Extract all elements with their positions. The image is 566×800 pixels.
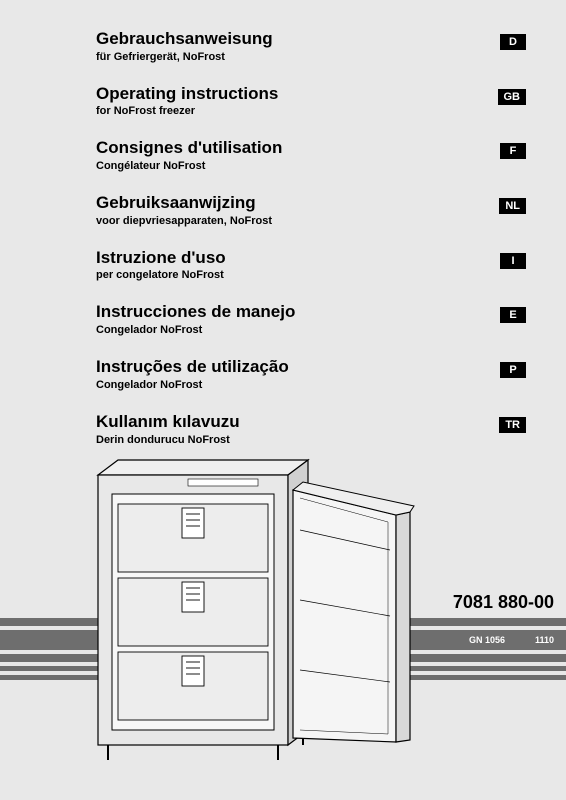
lang-badge-tr: TR — [499, 417, 526, 433]
lang-text: Gebruiksaanwijzing voor diepvriesapparat… — [96, 194, 491, 227]
lang-entry-p: Instruções de utilização Congelador NoFr… — [96, 358, 526, 391]
freezer-svg-icon — [88, 450, 448, 770]
lang-text: Kullanım kılavuzu Derin dondurucu NoFros… — [96, 413, 491, 446]
lang-text: Consignes d'utilisation Congélateur NoFr… — [96, 139, 492, 172]
lang-text: Instruções de utilização Congelador NoFr… — [96, 358, 492, 391]
lang-entry-f: Consignes d'utilisation Congélateur NoFr… — [96, 139, 526, 172]
lang-entry-tr: Kullanım kılavuzu Derin dondurucu NoFros… — [96, 413, 526, 446]
lang-badge-gb: GB — [498, 89, 527, 105]
lang-subtitle: Derin dondurucu NoFrost — [96, 434, 491, 446]
lang-subtitle: Congelador NoFrost — [96, 379, 492, 391]
lang-title: Gebrauchsanweisung — [96, 30, 492, 49]
lang-entry-gb: Operating instructions for NoFrost freez… — [96, 85, 526, 118]
lang-entry-de: Gebrauchsanweisung für Gefriergerät, NoF… — [96, 30, 526, 63]
lang-title: Gebruiksaanwijzing — [96, 194, 491, 213]
lang-text: Instrucciones de manejo Congelador NoFro… — [96, 303, 492, 336]
lang-badge-de: D — [500, 34, 526, 50]
lang-entry-nl: Gebruiksaanwijzing voor diepvriesapparat… — [96, 194, 526, 227]
lang-text: Istruzione d'uso per congelatore NoFrost — [96, 249, 492, 282]
lang-badge-nl: NL — [499, 198, 526, 214]
lang-entry-i: Istruzione d'uso per congelatore NoFrost… — [96, 249, 526, 282]
lang-subtitle: for NoFrost freezer — [96, 105, 490, 117]
lang-subtitle: Congélateur NoFrost — [96, 160, 492, 172]
lang-subtitle: Congelador NoFrost — [96, 324, 492, 336]
lang-title: Istruzione d'uso — [96, 249, 492, 268]
lang-title: Consignes d'utilisation — [96, 139, 492, 158]
lang-badge-e: E — [500, 307, 526, 323]
model-number: GN 1056 — [469, 635, 505, 645]
lang-badge-i: I — [500, 253, 526, 269]
revision-number: 1110 — [535, 635, 554, 645]
freezer-illustration — [88, 450, 448, 770]
lang-title: Instruções de utilização — [96, 358, 492, 377]
lang-subtitle: für Gefriergerät, NoFrost — [96, 51, 492, 63]
lang-badge-p: P — [500, 362, 526, 378]
language-list: Gebrauchsanweisung für Gefriergerät, NoF… — [0, 0, 566, 446]
part-number: 7081 880-00 — [453, 592, 554, 613]
lang-title: Operating instructions — [96, 85, 490, 104]
lang-subtitle: per congelatore NoFrost — [96, 269, 492, 281]
lang-subtitle: voor diepvriesapparaten, NoFrost — [96, 215, 491, 227]
lang-badge-f: F — [500, 143, 526, 159]
lang-text: Operating instructions for NoFrost freez… — [96, 85, 490, 118]
lang-title: Instrucciones de manejo — [96, 303, 492, 322]
lang-entry-e: Instrucciones de manejo Congelador NoFro… — [96, 303, 526, 336]
lang-title: Kullanım kılavuzu — [96, 413, 491, 432]
lang-text: Gebrauchsanweisung für Gefriergerät, NoF… — [96, 30, 492, 63]
